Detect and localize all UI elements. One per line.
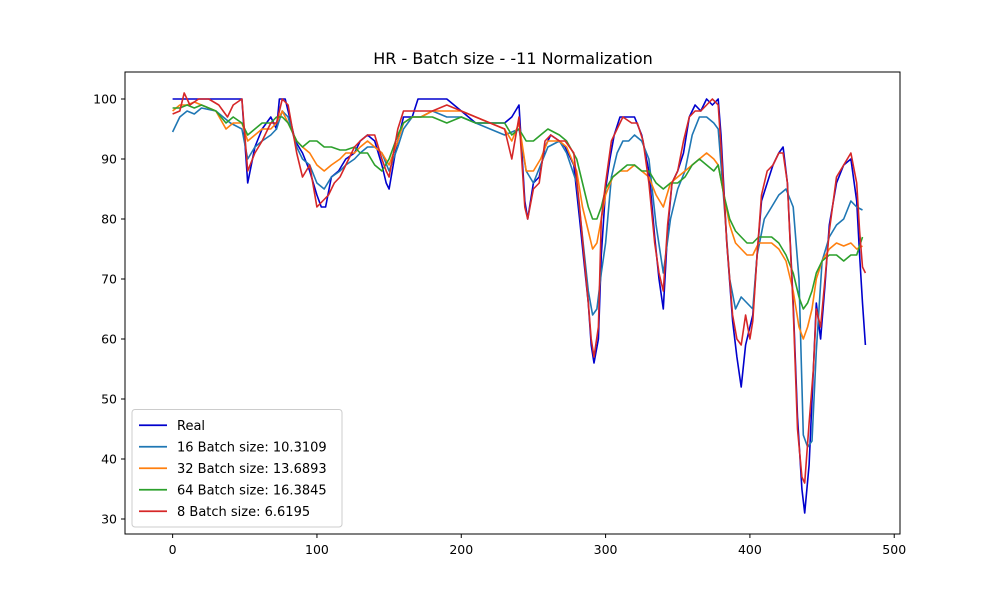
legend-label-4: 8 Batch size: 6.6195: [177, 505, 310, 520]
y-tick-label: 70: [101, 272, 117, 287]
x-tick-label: 100: [305, 542, 329, 557]
series-layer: [171, 92, 867, 514]
y-tick-label: 80: [101, 212, 117, 227]
legend-label-1: 16 Batch size: 10.3109: [177, 440, 327, 455]
y-tick-label: 40: [101, 452, 117, 467]
y-tick-label: 30: [101, 512, 117, 527]
series-line-3: [172, 104, 864, 310]
y-tick-label: 50: [101, 392, 117, 407]
series-line-1: [171, 107, 863, 448]
chart-title: HR - Batch size - -11 Normalization: [373, 49, 653, 68]
legend-box: [131, 409, 343, 528]
plot-frame: [124, 71, 901, 535]
series-line-4: [172, 92, 867, 484]
y-tick-label: 60: [101, 332, 117, 347]
x-axis: 0 100 200 300 400 500: [169, 534, 906, 557]
legend-label-2: 32 Batch size: 13.6893: [177, 462, 327, 477]
legend-label-0: Real: [177, 419, 205, 434]
x-tick-label: 200: [449, 542, 473, 557]
series-line-0: [172, 98, 867, 514]
legend: Real 16 Batch size: 10.3109 32 Batch size:…: [131, 409, 343, 528]
x-tick-label: 300: [594, 542, 618, 557]
y-tick-label: 90: [101, 152, 117, 167]
y-axis: 30 40 50 60 70 80 90 100: [93, 92, 125, 527]
x-tick-label: 500: [882, 542, 906, 557]
legend-label-3: 64 Batch size: 16.3845: [177, 483, 327, 498]
x-tick-label: 0: [169, 542, 177, 557]
x-tick-label: 400: [738, 542, 762, 557]
y-tick-label: 100: [93, 92, 117, 107]
